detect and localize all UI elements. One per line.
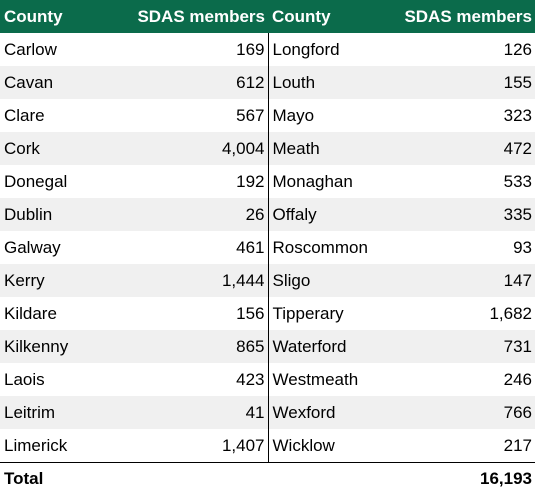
header-row: County SDAS members County SDAS members [0, 0, 535, 33]
right-value-cell: 472 [376, 132, 535, 165]
left-county-cell: Dublin [0, 198, 94, 231]
right-county-cell: Wicklow [268, 429, 376, 463]
table-row: Kildare 156 Tipperary 1,682 [0, 297, 535, 330]
table-footer: Total 16,193 [0, 462, 535, 494]
table-row: Cork 4,004 Meath 472 [0, 132, 535, 165]
left-county-cell: Cork [0, 132, 94, 165]
table-row: Kilkenny 865 Waterford 731 [0, 330, 535, 363]
total-spacer [94, 462, 268, 494]
left-value-cell: 1,444 [94, 264, 269, 297]
table-row: Dublin 26 Offaly 335 [0, 198, 535, 231]
left-value-cell: 41 [94, 396, 269, 429]
left-county-cell: Donegal [0, 165, 94, 198]
right-county-cell: Roscommon [268, 231, 376, 264]
left-county-cell: Laois [0, 363, 94, 396]
table-row: Limerick 1,407 Wicklow 217 [0, 429, 535, 463]
right-county-cell: Sligo [268, 264, 376, 297]
total-spacer [268, 462, 376, 494]
right-value-cell: 335 [376, 198, 535, 231]
left-county-cell: Kerry [0, 264, 94, 297]
header-county-left: County [0, 0, 94, 33]
right-value-cell: 533 [376, 165, 535, 198]
left-county-cell: Kildare [0, 297, 94, 330]
right-value-cell: 147 [376, 264, 535, 297]
header-county-right: County [268, 0, 376, 33]
right-value-cell: 126 [376, 33, 535, 66]
table-row: Galway 461 Roscommon 93 [0, 231, 535, 264]
table-row: Kerry 1,444 Sligo 147 [0, 264, 535, 297]
left-value-cell: 1,407 [94, 429, 269, 463]
right-county-cell: Wexford [268, 396, 376, 429]
left-value-cell: 4,004 [94, 132, 269, 165]
right-county-cell: Louth [268, 66, 376, 99]
table-row: Laois 423 Westmeath 246 [0, 363, 535, 396]
left-value-cell: 865 [94, 330, 269, 363]
table-row: Donegal 192 Monaghan 533 [0, 165, 535, 198]
right-county-cell: Westmeath [268, 363, 376, 396]
left-county-cell: Galway [0, 231, 94, 264]
total-value: 16,193 [376, 462, 535, 494]
left-value-cell: 567 [94, 99, 269, 132]
right-county-cell: Tipperary [268, 297, 376, 330]
left-value-cell: 612 [94, 66, 269, 99]
right-value-cell: 1,682 [376, 297, 535, 330]
right-value-cell: 323 [376, 99, 535, 132]
table-header: County SDAS members County SDAS members [0, 0, 535, 33]
left-county-cell: Cavan [0, 66, 94, 99]
left-county-cell: Clare [0, 99, 94, 132]
table-row: Cavan 612 Louth 155 [0, 66, 535, 99]
table-body: Carlow 169 Longford 126 Cavan 612 Louth 155 Clar… [0, 33, 535, 463]
header-members-left: SDAS members [94, 0, 268, 33]
left-value-cell: 192 [94, 165, 269, 198]
right-county-cell: Mayo [268, 99, 376, 132]
total-label: Total [0, 462, 94, 494]
right-county-cell: Offaly [268, 198, 376, 231]
right-value-cell: 246 [376, 363, 535, 396]
right-county-cell: Monaghan [268, 165, 376, 198]
table-row: Leitrim 41 Wexford 766 [0, 396, 535, 429]
right-value-cell: 766 [376, 396, 535, 429]
header-members-right: SDAS members [376, 0, 535, 33]
left-county-cell: Leitrim [0, 396, 94, 429]
right-county-cell: Waterford [268, 330, 376, 363]
left-value-cell: 156 [94, 297, 269, 330]
right-county-cell: Longford [268, 33, 376, 66]
right-value-cell: 217 [376, 429, 535, 463]
right-value-cell: 731 [376, 330, 535, 363]
left-county-cell: Carlow [0, 33, 94, 66]
total-row: Total 16,193 [0, 462, 535, 494]
left-county-cell: Limerick [0, 429, 94, 463]
right-county-cell: Meath [268, 132, 376, 165]
right-value-cell: 155 [376, 66, 535, 99]
left-value-cell: 169 [94, 33, 269, 66]
right-value-cell: 93 [376, 231, 535, 264]
left-county-cell: Kilkenny [0, 330, 94, 363]
left-value-cell: 423 [94, 363, 269, 396]
left-value-cell: 461 [94, 231, 269, 264]
table-row: Clare 567 Mayo 323 [0, 99, 535, 132]
table-row: Carlow 169 Longford 126 [0, 33, 535, 66]
left-value-cell: 26 [94, 198, 269, 231]
